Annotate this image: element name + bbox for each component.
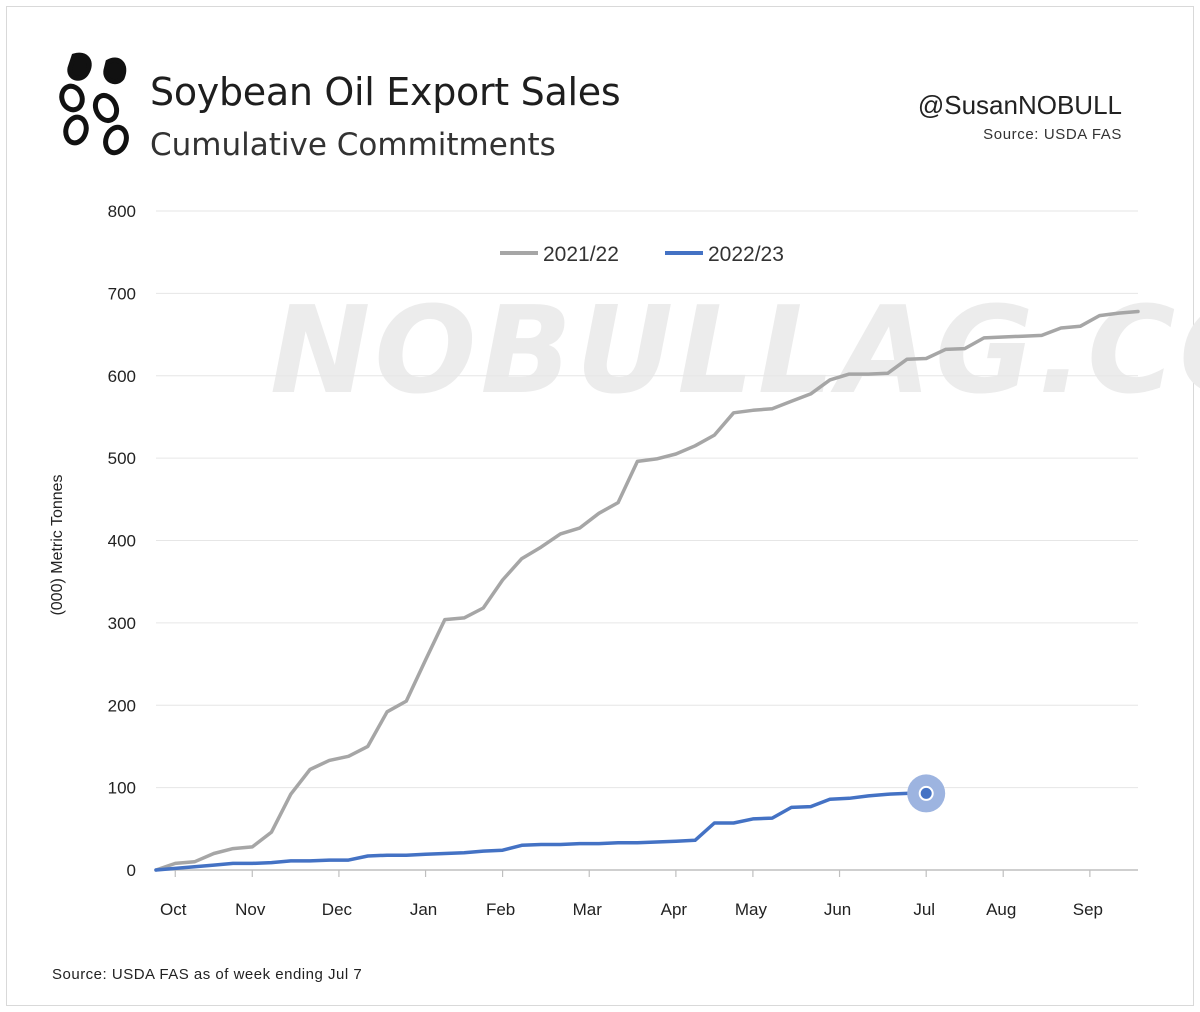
footer-source-note: Source: USDA FAS as of week ending Jul 7	[52, 966, 363, 983]
y-tick-label: 100	[108, 779, 136, 798]
y-tick-label: 700	[108, 284, 136, 303]
y-tick-label: 800	[108, 202, 136, 221]
chart-title: Soybean Oil Export Sales	[150, 70, 621, 114]
legend: 2021/22 2022/23	[500, 243, 784, 266]
x-tick-label-jan: Jan	[410, 900, 437, 919]
x-tick-label-apr: Apr	[661, 900, 688, 919]
x-tick-label-aug: Aug	[986, 900, 1016, 919]
x-tick-label-may: May	[735, 900, 768, 919]
series-line-2021-22	[154, 309, 1140, 872]
soybean-pod-logo-icon	[59, 52, 129, 156]
x-tick-label-nov: Nov	[235, 900, 266, 919]
grid-lines	[156, 210, 1138, 871]
y-axis-label: (000) Metric Tonnes	[49, 474, 66, 615]
chart-frame	[6, 6, 1194, 1006]
series-line-2022-23	[154, 791, 928, 872]
x-tick-label-sep: Sep	[1073, 900, 1103, 919]
watermark-text: NOBULLAG.COM	[270, 282, 1200, 421]
y-tick-label: 300	[108, 614, 136, 633]
y-axis-ticks: 0 100 200 300 400 500 600 700 800	[108, 202, 136, 880]
end-point-marker	[918, 785, 934, 801]
chart-subtitle: Cumulative Commitments	[150, 127, 556, 163]
x-tick-label-dec: Dec	[322, 900, 353, 919]
y-tick-label: 600	[108, 367, 136, 386]
source-label: Source: USDA FAS	[983, 126, 1122, 143]
author-handle: @SusanNOBULL	[917, 90, 1122, 120]
legend-label-2021-22: 2021/22	[543, 243, 619, 266]
legend-label-2022-23: 2022/23	[708, 243, 784, 266]
y-tick-label: 500	[108, 449, 136, 468]
x-axis-ticks: Oct Nov Dec Jan Feb Mar Apr May Jun Jul Aug Sep	[160, 870, 1103, 919]
x-tick-label-jul: Jul	[913, 900, 935, 919]
x-tick-label-mar: Mar	[573, 900, 603, 919]
y-tick-label: 0	[127, 861, 136, 880]
series-group	[154, 309, 1140, 872]
x-tick-label-oct: Oct	[160, 900, 187, 919]
y-tick-label: 200	[108, 696, 136, 715]
x-tick-label-feb: Feb	[486, 900, 515, 919]
y-tick-label: 400	[108, 532, 136, 551]
x-tick-label-jun: Jun	[824, 900, 851, 919]
